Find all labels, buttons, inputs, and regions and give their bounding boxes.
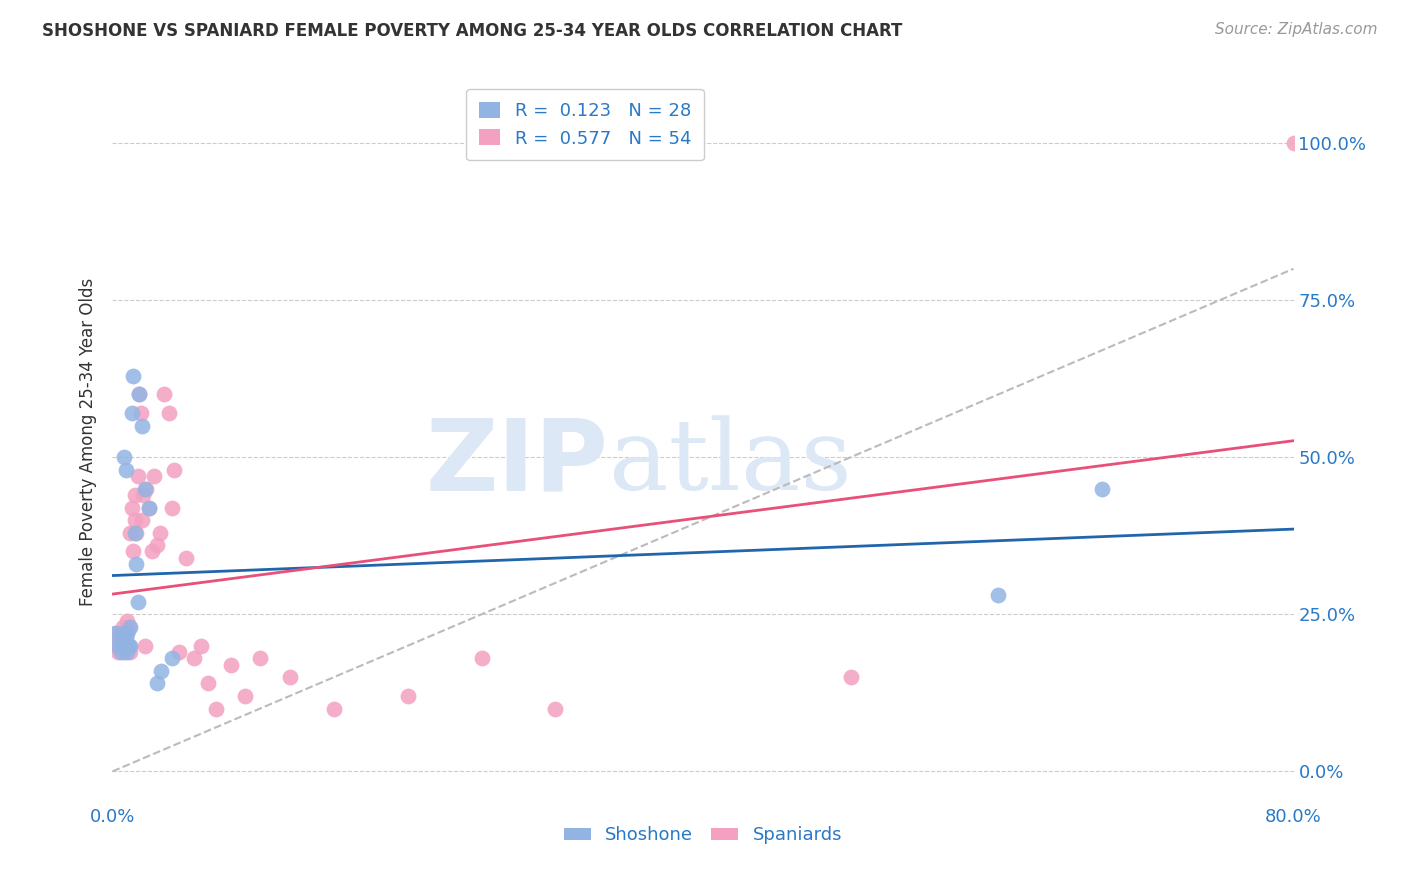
Point xyxy=(134,639,156,653)
Point xyxy=(118,639,141,653)
Point xyxy=(117,614,138,628)
Point xyxy=(174,550,197,565)
Point xyxy=(146,538,169,552)
Point xyxy=(146,676,169,690)
Legend: Shoshone, Spaniards: Shoshone, Spaniards xyxy=(557,819,849,852)
Point xyxy=(124,513,146,527)
Point xyxy=(118,620,141,634)
Point xyxy=(205,701,228,715)
Text: Source: ZipAtlas.com: Source: ZipAtlas.com xyxy=(1215,22,1378,37)
Point xyxy=(132,488,155,502)
Point xyxy=(470,651,494,665)
Point xyxy=(107,639,129,653)
Point xyxy=(544,701,567,715)
Point xyxy=(190,639,212,653)
Point xyxy=(125,525,148,540)
Point xyxy=(120,645,142,659)
Point xyxy=(107,645,129,659)
Point xyxy=(104,639,127,653)
Point xyxy=(278,670,301,684)
Point xyxy=(117,626,138,640)
Text: ZIP: ZIP xyxy=(426,415,609,512)
Point xyxy=(157,406,180,420)
Point xyxy=(396,689,419,703)
Point xyxy=(118,639,141,653)
Point xyxy=(117,645,138,659)
Point xyxy=(122,544,145,558)
Point xyxy=(111,632,134,647)
Point xyxy=(120,620,142,634)
Point xyxy=(110,645,132,659)
Point xyxy=(142,469,165,483)
Point xyxy=(839,670,862,684)
Point xyxy=(219,657,242,672)
Point xyxy=(127,469,149,483)
Point xyxy=(1091,482,1114,496)
Point xyxy=(149,525,172,540)
Point xyxy=(114,632,136,647)
Point xyxy=(111,639,134,653)
Point xyxy=(323,701,346,715)
Point xyxy=(141,544,163,558)
Point xyxy=(122,368,145,383)
Point xyxy=(128,387,150,401)
Point xyxy=(108,632,131,647)
Point xyxy=(138,500,160,515)
Point xyxy=(987,589,1010,603)
Point xyxy=(108,626,131,640)
Point xyxy=(160,500,183,515)
Point xyxy=(249,651,271,665)
Point xyxy=(110,639,132,653)
Point xyxy=(117,626,138,640)
Point xyxy=(112,632,135,647)
Point xyxy=(112,450,135,465)
Point xyxy=(120,639,142,653)
Point xyxy=(135,482,157,496)
Point xyxy=(163,463,186,477)
Text: atlas: atlas xyxy=(609,416,851,511)
Point xyxy=(105,626,128,640)
Point xyxy=(121,500,143,515)
Point xyxy=(1282,136,1305,150)
Point xyxy=(114,463,136,477)
Point xyxy=(233,689,256,703)
Point xyxy=(128,387,150,401)
Point xyxy=(112,645,135,659)
Point xyxy=(131,513,153,527)
Point xyxy=(160,651,183,665)
Point xyxy=(127,595,149,609)
Point xyxy=(111,620,134,634)
Point xyxy=(167,645,190,659)
Point xyxy=(134,482,156,496)
Point xyxy=(153,387,176,401)
Point xyxy=(120,525,142,540)
Point xyxy=(121,406,143,420)
Y-axis label: Female Poverty Among 25-34 Year Olds: Female Poverty Among 25-34 Year Olds xyxy=(79,277,97,606)
Point xyxy=(183,651,205,665)
Point xyxy=(111,626,134,640)
Point xyxy=(138,500,160,515)
Text: SHOSHONE VS SPANIARD FEMALE POVERTY AMONG 25-34 YEAR OLDS CORRELATION CHART: SHOSHONE VS SPANIARD FEMALE POVERTY AMON… xyxy=(42,22,903,40)
Point xyxy=(131,418,153,433)
Point xyxy=(104,626,127,640)
Point xyxy=(124,525,146,540)
Point xyxy=(129,406,152,420)
Point xyxy=(108,632,131,647)
Point xyxy=(114,639,136,653)
Point xyxy=(125,557,148,571)
Point xyxy=(197,676,219,690)
Point xyxy=(150,664,173,678)
Point xyxy=(124,488,146,502)
